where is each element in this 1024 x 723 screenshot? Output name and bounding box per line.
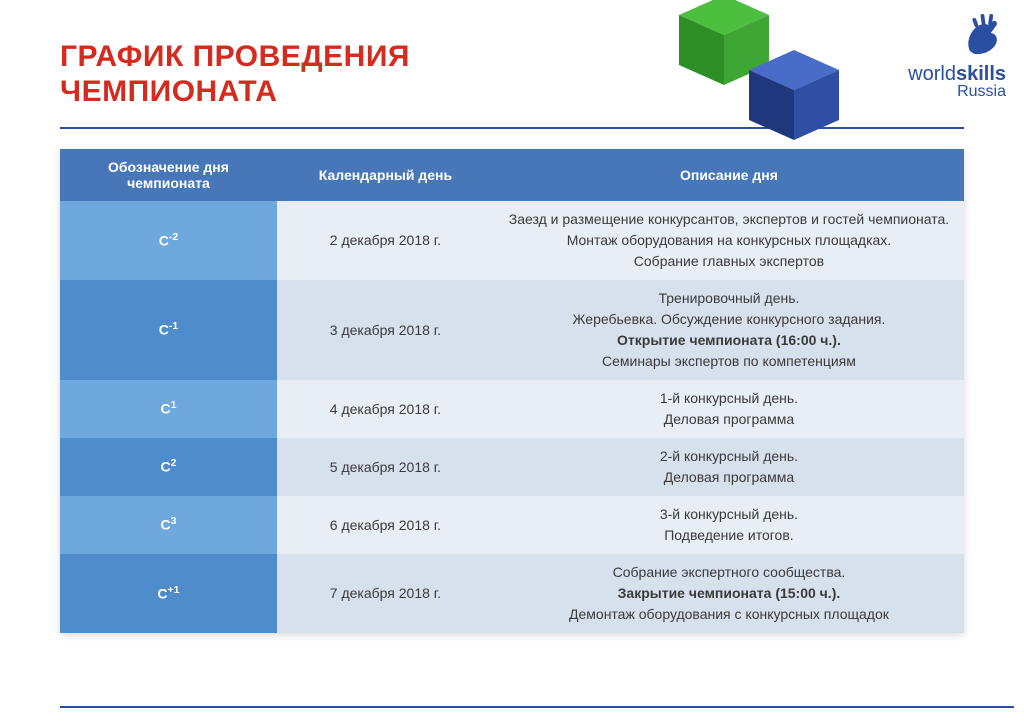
day-code: C3: [60, 496, 277, 554]
calendar-date: 6 декабря 2018 г.: [277, 496, 494, 554]
day-description: 3-й конкурсный день.Подведение итогов.: [494, 496, 964, 554]
decorative-cubes-icon: [644, 0, 864, 150]
day-code: C1: [60, 380, 277, 438]
day-code: C-1: [60, 280, 277, 380]
table-row: C+17 декабря 2018 г.Собрание экспертного…: [60, 554, 964, 633]
logo-text-bold: skills: [956, 63, 1006, 85]
calendar-date: 3 декабря 2018 г.: [277, 280, 494, 380]
table-row: C-13 декабря 2018 г.Тренировочный день.Ж…: [60, 280, 964, 380]
day-code: C-2: [60, 201, 277, 280]
table-row: C-22 декабря 2018 г.Заезд и размещение к…: [60, 201, 964, 280]
footer-divider: [60, 706, 1014, 708]
calendar-date: 2 декабря 2018 г.: [277, 201, 494, 280]
page-title: ГРАФИК ПРОВЕДЕНИЯ ЧЕМПИОНАТА: [60, 40, 580, 109]
col-header-date: Календарный день: [277, 149, 494, 201]
day-description: Собрание экспертного сообщества.Закрытие…: [494, 554, 964, 633]
calendar-date: 5 декабря 2018 г.: [277, 438, 494, 496]
table-header-row: Обозначение дня чемпионата Календарный д…: [60, 149, 964, 201]
table-body: C-22 декабря 2018 г.Заезд и размещение к…: [60, 201, 964, 633]
col-header-desc: Описание дня: [494, 149, 964, 201]
day-code: C+1: [60, 554, 277, 633]
calendar-date: 4 декабря 2018 г.: [277, 380, 494, 438]
slide: worldskills Russia ГРАФИК ПРОВЕДЕНИЯ ЧЕМ…: [0, 0, 1024, 723]
table-row: C36 декабря 2018 г.3-й конкурсный день.П…: [60, 496, 964, 554]
day-code: C2: [60, 438, 277, 496]
logo-line2: Russia: [908, 84, 1006, 100]
schedule-table: Обозначение дня чемпионата Календарный д…: [60, 149, 964, 633]
col-header-code: Обозначение дня чемпионата: [60, 149, 277, 201]
hand-icon: [960, 12, 1006, 58]
day-description: 1-й конкурсный день.Деловая программа: [494, 380, 964, 438]
day-description: Заезд и размещение конкурсантов, эксперт…: [494, 201, 964, 280]
day-description: 2-й конкурсный день.Деловая программа: [494, 438, 964, 496]
calendar-date: 7 декабря 2018 г.: [277, 554, 494, 633]
logo: worldskills Russia: [908, 12, 1006, 100]
day-description: Тренировочный день.Жеребьевка. Обсуждени…: [494, 280, 964, 380]
table-row: C25 декабря 2018 г.2-й конкурсный день.Д…: [60, 438, 964, 496]
logo-line1: worldskills: [908, 64, 1006, 84]
table-row: C14 декабря 2018 г.1-й конкурсный день.Д…: [60, 380, 964, 438]
logo-text-light: world: [908, 63, 956, 85]
